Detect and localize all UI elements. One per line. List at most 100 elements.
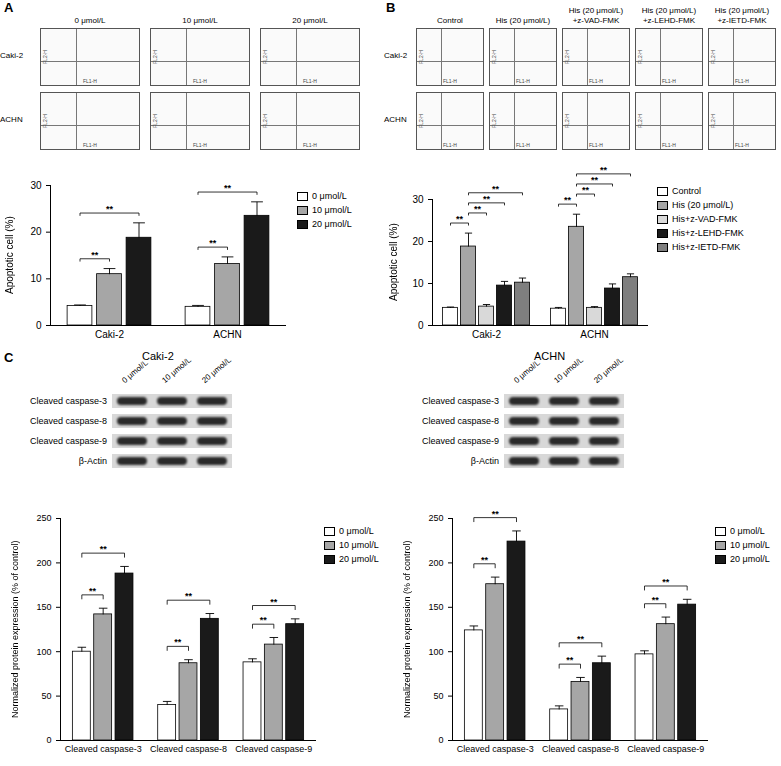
html-text:10 μmol/L: 10 μmol/L [160,355,193,385]
svg-text:**: ** [89,586,97,596]
html-text:His (20 μmol/L): His (20 μmol/L) [495,16,551,25]
html-text:β-Actin: β-Actin [78,456,107,466]
html-text:Apoptotic cell (%): Apoptotic cell (%) [4,216,15,294]
html-text:Normalized protein expression: Normalized protein expression (% of cont… [401,540,412,718]
svg-text:**: ** [481,555,489,565]
html-text:20 μmol/L: 20 μmol/L [200,355,233,385]
html-text:0 μmol/L: 0 μmol/L [120,358,150,385]
html-text:β-Actin: β-Actin [470,456,499,466]
html-text:20 μmol/L: 20 μmol/L [592,355,625,385]
html-text:20 μmol/L: 20 μmol/L [730,554,770,564]
svg-text:Cleaved caspase-9: Cleaved caspase-9 [627,744,704,754]
svg-text:Cleaved caspase-8: Cleaved caspase-8 [150,744,227,754]
html-text:10 μmol/L: 10 μmol/L [312,205,352,215]
html-text:Cleaved caspase-8: Cleaved caspase-8 [30,416,107,426]
html-text:Control: Control [437,16,463,25]
svg-text:100: 100 [428,647,443,657]
svg-text:20: 20 [412,236,424,247]
html-text:10 μmol/L: 10 μmol/L [339,540,379,550]
svg-text:**: ** [260,615,268,625]
html-text:C: C [4,350,14,365]
html-text:Cleaved caspase-9: Cleaved caspase-9 [30,436,107,446]
svg-text:50: 50 [433,691,443,701]
svg-text:20: 20 [30,226,42,237]
svg-text:**: ** [224,183,232,193]
html-text:Apoptotic cell (%): Apoptotic cell (%) [388,223,399,301]
svg-text:0: 0 [46,735,51,745]
html-text:His+z-IETD-FMK: His+z-IETD-FMK [672,242,741,252]
svg-text:30: 30 [412,194,424,205]
html-text:A: A [4,0,14,15]
svg-text:**: ** [591,175,599,185]
html-text:His (20 μmol/L): His (20 μmol/L) [672,200,734,210]
svg-text:**: ** [185,591,193,601]
svg-text:**: ** [483,194,491,204]
svg-text:250: 250 [36,513,51,523]
svg-text:150: 150 [36,602,51,612]
html-text:His+z-VAD-FMK: His+z-VAD-FMK [672,214,738,224]
html-text:20 μmol/L: 20 μmol/L [339,554,379,564]
html-text:ACHN: ACHN [0,115,23,124]
svg-text:**: ** [492,184,500,194]
svg-text:**: ** [492,509,500,519]
svg-text:ACHN: ACHN [213,329,241,340]
svg-text:**: ** [662,577,670,587]
html-text:Cleaved caspase-8: Cleaved caspase-8 [422,416,499,426]
html-text:20 μmol/L: 20 μmol/L [312,219,352,229]
html-text:ACHN: ACHN [534,350,566,362]
svg-text:Cleaved caspase-8: Cleaved caspase-8 [542,744,619,754]
svg-text:**: ** [106,204,114,214]
html-text:0 μmol/L: 0 μmol/L [74,16,106,25]
svg-text:200: 200 [36,558,51,568]
svg-text:**: ** [209,238,217,248]
svg-text:100: 100 [36,647,51,657]
html-text:Cleaved caspase-9: Cleaved caspase-9 [422,436,499,446]
html-text:His+z-LEHD-FMK: His+z-LEHD-FMK [672,228,744,238]
html-text:0 μmol/L: 0 μmol/L [339,526,374,536]
html-text:0 μmol/L: 0 μmol/L [730,526,765,536]
svg-text:**: ** [174,637,182,647]
svg-text:**: ** [474,204,482,214]
html-text:10 μmol/L: 10 μmol/L [182,16,218,25]
svg-text:10: 10 [412,278,424,289]
svg-text:**: ** [91,250,99,260]
svg-text:250: 250 [428,513,443,523]
svg-text:30: 30 [30,180,42,191]
html-text:10 μmol/L: 10 μmol/L [730,540,770,550]
svg-text:Cleaved caspase-9: Cleaved caspase-9 [235,744,312,754]
html-text:20 μmol/L: 20 μmol/L [292,16,328,25]
svg-text:**: ** [270,597,278,607]
svg-text:Cleaved caspase-3: Cleaved caspase-3 [65,744,142,754]
svg-text:ACHN: ACHN [580,329,608,340]
html-text:0 μmol/L: 0 μmol/L [312,191,347,201]
svg-text:200: 200 [428,558,443,568]
svg-text:**: ** [652,595,660,605]
html-text:Normalized protein expression: Normalized protein expression (% of cont… [9,540,20,718]
svg-text:**: ** [566,655,574,665]
html-text:Cleaved caspase-3: Cleaved caspase-3 [422,396,499,406]
html-text:Caki-2: Caki-2 [142,350,174,362]
html-text:B: B [386,0,396,15]
html-text:+z-VAD-FMK: +z-VAD-FMK [572,16,620,25]
svg-text:**: ** [564,195,572,205]
svg-text:Caki-2: Caki-2 [95,329,124,340]
svg-text:Cleaved caspase-3: Cleaved caspase-3 [457,744,534,754]
svg-text:0: 0 [438,735,443,745]
svg-text:150: 150 [428,602,443,612]
svg-text:Caki-2: Caki-2 [472,329,501,340]
svg-text:0: 0 [418,320,424,331]
html-text:His (20 μmol/L): His (20 μmol/L) [568,6,624,15]
html-text:Control: Control [672,186,701,196]
html-text:10 μmol/L: 10 μmol/L [552,355,585,385]
html-text:Caki-2: Caki-2 [0,51,24,60]
svg-text:0: 0 [36,320,42,331]
svg-text:**: ** [577,634,585,644]
svg-text:**: ** [100,544,108,554]
svg-text:**: ** [582,185,590,195]
svg-text:10: 10 [30,273,42,284]
svg-text:**: ** [456,214,464,224]
svg-text:**: ** [600,165,608,175]
html-text:0 μmol/L: 0 μmol/L [512,358,542,385]
svg-text:50: 50 [41,691,51,701]
html-text:Cleaved caspase-3: Cleaved caspase-3 [30,396,107,406]
